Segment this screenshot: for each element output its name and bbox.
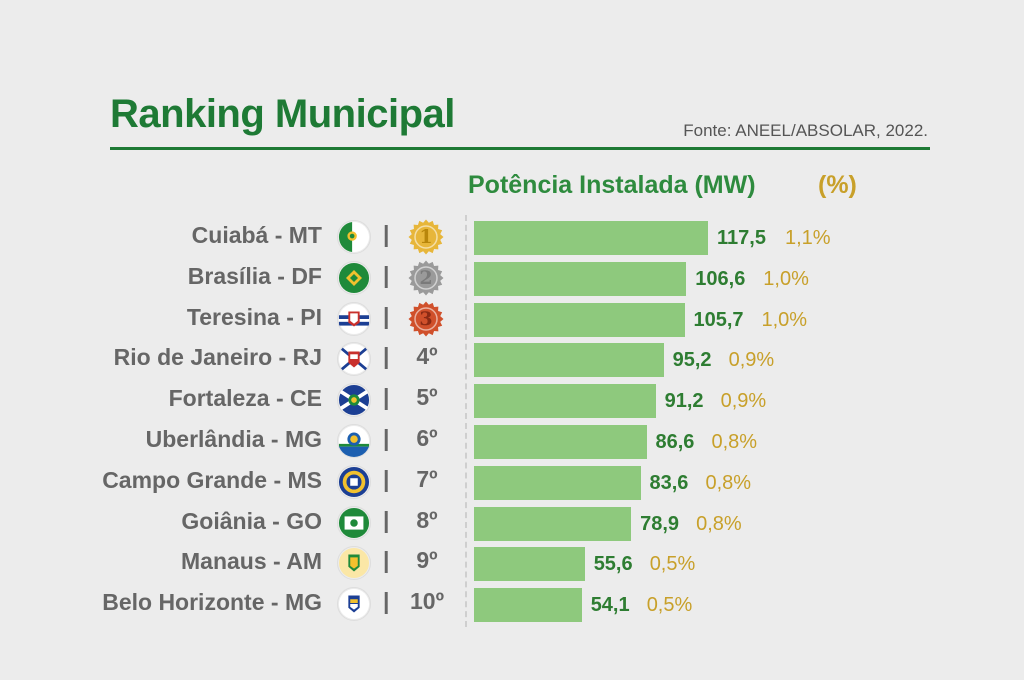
cuiaba-flag-icon [337, 220, 371, 254]
percent-value-label: 1,0% [761, 308, 808, 331]
value-label: 91,2 [664, 390, 704, 413]
separator: | [383, 384, 390, 411]
rank-label: 10º [410, 588, 444, 615]
bar [474, 425, 647, 459]
bar-baseline [465, 215, 467, 627]
gold-medal-icon: 1 [408, 219, 444, 255]
separator: | [383, 261, 390, 288]
city-label: Manaus - AM [181, 548, 322, 575]
value-label: 54,1 [590, 594, 630, 617]
fortaleza-flag-icon [337, 383, 371, 418]
city-label: Goiânia - GO [181, 507, 322, 534]
separator: | [383, 506, 390, 533]
percent-value-label: 1,1% [785, 227, 831, 249]
rank-label: 5º [416, 384, 438, 411]
goiania-flag-icon [337, 505, 371, 540]
bar [474, 465, 641, 500]
ranking-row: Rio de Janeiro - RJ | 4º 95,2 0,9% [0, 339, 1024, 379]
separator: | [383, 221, 390, 247]
bar [474, 343, 664, 378]
value-label: 78,9 [640, 512, 680, 535]
separator: | [383, 302, 390, 329]
city-label: Teresina - PI [186, 303, 322, 330]
rank-label: 4º [416, 343, 438, 370]
city-label: Cuiabá - MT [191, 222, 322, 248]
bar [474, 506, 632, 541]
rank-label: 9º [416, 547, 438, 574]
ranking-row: Teresina - PI | 3 105,7 1,0% [0, 299, 1024, 339]
separator: | [383, 588, 390, 615]
percent-value-label: 0,8% [711, 431, 758, 453]
value-label: 95,2 [672, 349, 712, 372]
separator: | [383, 465, 390, 492]
uberlandia-flag-icon [337, 424, 371, 458]
percent-value-label: 0,5% [646, 594, 693, 617]
value-label: 86,6 [655, 431, 695, 453]
bar [474, 302, 685, 337]
rank-label: 1 [419, 226, 433, 248]
value-label: 117,5 [717, 227, 766, 249]
percent-value-label: 0,8% [705, 471, 752, 494]
ranking-row: Goiânia - GO | 8º 78,9 0,8% [0, 503, 1024, 543]
value-label: 55,6 [593, 553, 633, 576]
bar [474, 384, 656, 419]
value-label: 83,6 [649, 471, 689, 494]
metric-label: Potência Instalada (MW) [468, 171, 756, 199]
rank-label: 6º [416, 425, 438, 451]
bar [474, 261, 687, 296]
rank-label: 2 [419, 266, 433, 289]
ranking-row: Uberlândia - MG | 6º 86,6 0,8% [0, 421, 1024, 461]
chart-title: Ranking Municipal [110, 92, 455, 136]
manaus-flag-icon [337, 546, 371, 581]
silver-medal-icon: 2 [408, 260, 444, 296]
separator: | [383, 547, 390, 574]
separator: | [383, 343, 390, 370]
bar [474, 588, 582, 623]
rank-label: 7º [416, 465, 438, 492]
value-label: 106,6 [695, 267, 746, 290]
title-underline [110, 147, 930, 150]
bronze-medal-icon: 3 [408, 301, 444, 337]
value-label: 105,7 [693, 308, 744, 331]
brasilia-flag-icon [337, 260, 371, 295]
bar [474, 547, 585, 582]
belo-horizonte-flag-icon [337, 587, 371, 622]
city-label: Uberlândia - MG [145, 426, 322, 452]
percent-value-label: 0,9% [728, 349, 775, 372]
percent-value-label: 0,9% [720, 390, 767, 413]
ranking-row: Fortaleza - CE | 5º 91,2 0,9% [0, 380, 1024, 420]
city-label: Brasília - DF [187, 262, 322, 289]
city-label: Rio de Janeiro - RJ [113, 344, 322, 371]
city-label: Campo Grande - MS [102, 466, 322, 493]
percent-label: (%) [818, 171, 857, 199]
separator: | [383, 425, 390, 451]
percent-value-label: 0,8% [696, 512, 742, 535]
ranking-row: Campo Grande - MS | 7º 83,6 0,8% [0, 462, 1024, 502]
percent-value-label: 1,0% [763, 267, 809, 290]
ranking-row: Belo Horizonte - MG | 10º 54,1 0,5% [0, 584, 1024, 624]
rank-label: 8º [416, 506, 438, 533]
city-label: Belo Horizonte - MG [102, 589, 322, 616]
bar [474, 221, 708, 255]
ranking-row: Cuiabá - MT | 1 117,5 1,1% [0, 217, 1024, 257]
source-note: Fonte: ANEEL/ABSOLAR, 2022. [683, 121, 928, 140]
rio-de-janeiro-flag-icon [337, 342, 371, 377]
rank-label: 3 [419, 307, 433, 330]
city-label: Fortaleza - CE [168, 385, 322, 412]
percent-value-label: 0,5% [649, 553, 696, 576]
ranking-row: Brasília - DF | 2 106,6 1,0% [0, 258, 1024, 298]
ranking-row: Manaus - AM | 9º 55,6 0,5% [0, 543, 1024, 583]
teresina-flag-icon [337, 301, 371, 336]
campo-grande-flag-icon [337, 464, 371, 499]
